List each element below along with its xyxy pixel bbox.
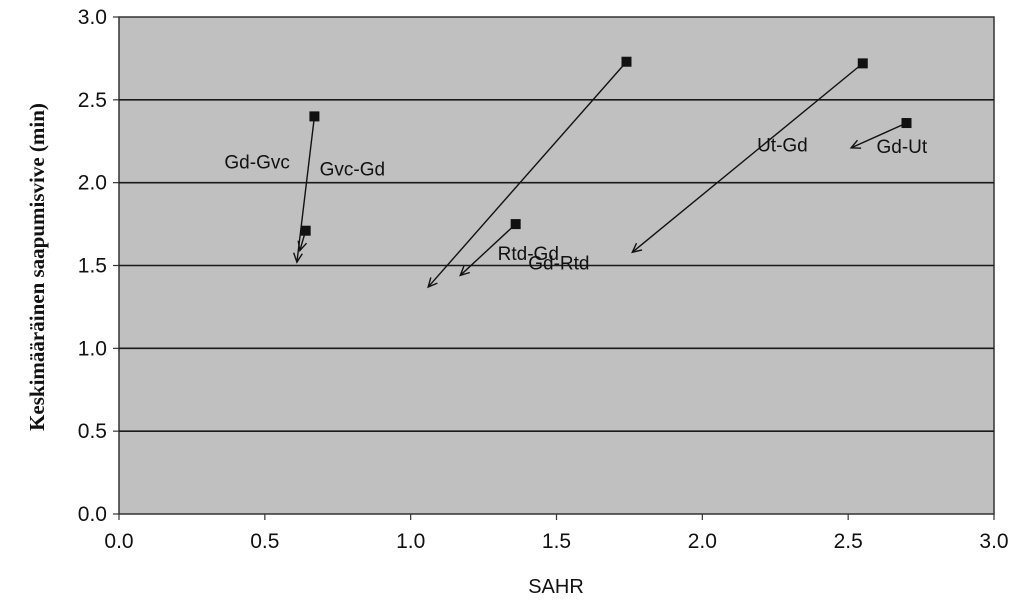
data-point-marker <box>309 111 320 122</box>
data-point-marker <box>300 225 311 236</box>
arrow-head <box>849 139 862 149</box>
x-tick-label: 2.0 <box>688 530 717 553</box>
arrow-line <box>631 62 864 253</box>
y-tick-label: 3.0 <box>78 6 107 29</box>
series-label: Gd-Ut <box>877 137 928 158</box>
arrow-head <box>427 277 438 289</box>
arrow-line <box>459 223 517 276</box>
x-tick-marks <box>118 514 995 520</box>
x-tick-label: 0.5 <box>250 530 279 553</box>
arrow-head <box>459 265 471 277</box>
y-axis-title: Keskimääräinen saapumisvive (min) <box>25 103 49 431</box>
y-tick-label: 2.0 <box>78 172 107 195</box>
arrow-line <box>296 116 316 263</box>
series-arrows <box>293 56 912 289</box>
series-label: Gd-Gvc <box>224 152 289 173</box>
y-tick-label: 1.0 <box>78 337 107 360</box>
y-tick-label: 0.5 <box>78 420 107 443</box>
series-label: Gd-Rtd <box>528 254 589 275</box>
y-tick-label: 2.5 <box>78 89 107 112</box>
y-tick-labels: 0.0 0.5 1.0 1.5 2.0 2.5 3.0 <box>78 6 107 526</box>
x-tick-label: 1.5 <box>542 530 571 553</box>
series-label: Ut-Gd <box>757 135 808 156</box>
arrow-head <box>631 242 643 254</box>
x-tick-label: 3.0 <box>979 530 1008 553</box>
data-point-marker <box>901 118 912 129</box>
x-tick-label: 2.5 <box>834 530 863 553</box>
arrow-line <box>427 61 628 288</box>
series-label: Rtd-Gd <box>498 244 559 265</box>
x-tick-label: 0.0 <box>104 530 133 553</box>
x-axis-title: SAHR <box>528 576 584 598</box>
arrow-head <box>293 252 303 264</box>
data-point-marker <box>510 219 521 230</box>
arrow-line <box>850 122 907 149</box>
y-tick-label: 1.5 <box>78 255 107 278</box>
data-point-marker <box>857 58 868 69</box>
x-tick-labels: 0.0 0.5 1.0 1.5 2.0 2.5 3.0 <box>104 530 1008 553</box>
gridlines <box>113 16 994 515</box>
data-point-marker <box>621 56 632 67</box>
series-label: Gvc-Gd <box>320 160 385 181</box>
x-tick-label: 1.0 <box>396 530 425 553</box>
arrow-head <box>297 240 308 253</box>
y-tick-label: 0.0 <box>78 503 107 526</box>
